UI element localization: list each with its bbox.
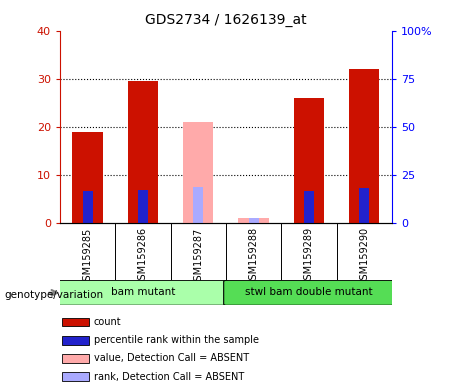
Text: GSM159285: GSM159285: [83, 227, 93, 286]
Bar: [304, 191, 314, 223]
Text: GSM159288: GSM159288: [248, 227, 259, 286]
Text: stwl bam double mutant: stwl bam double mutant: [245, 287, 372, 297]
Text: genotype/variation: genotype/variation: [5, 290, 104, 300]
Bar: [62, 354, 89, 363]
Text: GSM159286: GSM159286: [138, 227, 148, 286]
Text: value, Detection Call = ABSENT: value, Detection Call = ABSENT: [94, 353, 249, 364]
Bar: [128, 81, 158, 223]
Text: percentile rank within the sample: percentile rank within the sample: [94, 335, 259, 345]
Bar: [248, 221, 259, 223]
Bar: [62, 318, 89, 326]
Title: GDS2734 / 1626139_at: GDS2734 / 1626139_at: [145, 13, 307, 27]
Bar: [248, 218, 259, 223]
Bar: [238, 218, 269, 223]
Text: GSM159290: GSM159290: [359, 227, 369, 286]
Bar: [349, 69, 379, 223]
Bar: [359, 188, 369, 223]
Bar: [83, 191, 93, 223]
Bar: [62, 372, 89, 381]
Bar: [62, 336, 89, 344]
Bar: [193, 187, 203, 223]
Bar: [138, 190, 148, 223]
Text: count: count: [94, 317, 122, 327]
Bar: [72, 131, 103, 223]
Text: GSM159289: GSM159289: [304, 227, 314, 286]
Text: bam mutant: bam mutant: [111, 287, 175, 297]
Text: rank, Detection Call = ABSENT: rank, Detection Call = ABSENT: [94, 372, 244, 382]
FancyBboxPatch shape: [58, 280, 228, 305]
Bar: [294, 98, 324, 223]
Text: GSM159287: GSM159287: [193, 227, 203, 286]
Bar: [183, 122, 213, 223]
FancyBboxPatch shape: [224, 280, 394, 305]
